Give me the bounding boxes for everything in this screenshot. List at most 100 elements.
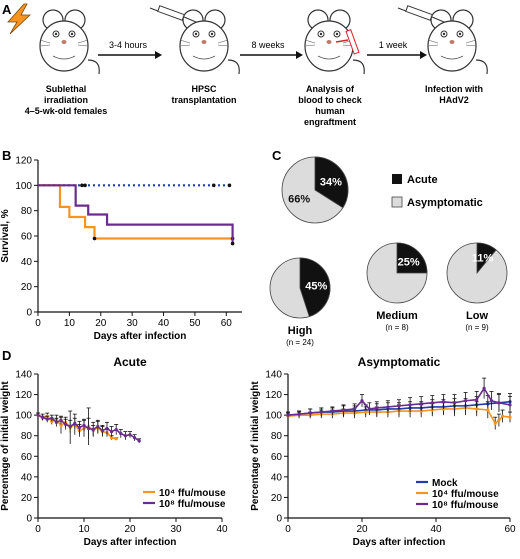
y-tick-label: 80 [21,206,33,217]
syringe-icon [149,5,197,23]
data-point [430,401,434,405]
panel-a: A [2,2,488,127]
pie-n-label: (n = 9) [465,323,489,332]
data-point [501,414,505,418]
data-point [36,413,40,417]
pie-2: 25% Medium(n = 8) [366,242,428,332]
data-point [64,422,68,426]
data-point [375,406,379,410]
data-point [452,401,457,405]
y-axis-label: Percentage of initial weight [0,381,11,511]
data-point [508,403,512,407]
censor-mark [211,183,216,188]
y-tick-label: 120 [265,390,282,401]
arrow-3: 1 week [367,40,427,59]
arrow-label-3: 1 week [379,40,408,50]
pie-label-acute: 11% [472,252,494,264]
data-point [441,400,445,404]
panel-label-b: B [2,148,11,163]
x-tick-label: 50 [189,318,201,329]
data-point [482,386,486,390]
censor-mark [230,241,235,246]
arrow-2: 8 weeks [240,40,303,59]
step-1-line-2: irradiation [44,95,88,105]
survival-line-2 [38,184,234,244]
y-tick-label: 80 [21,431,33,442]
data-point [353,407,357,411]
data-point [105,426,109,431]
data-point [330,409,334,413]
data-point [493,421,497,425]
x-tick-label: 10 [78,524,90,535]
step-3-line-4: engraftment [304,117,356,127]
x-tick-label: 60 [221,318,233,329]
pie-n-label: (n = 8) [385,323,409,332]
y-tick-label: 100 [15,181,32,192]
arrow-1: 3-4 hours [98,40,162,59]
data-point [128,433,132,437]
series-1 [36,412,142,443]
step-1-line-1: Sublethal [46,84,87,94]
step-2-line-1: HPSC [191,84,217,94]
censor-mark [227,183,232,188]
panel-label-c: C [272,148,282,163]
data-point [137,439,141,443]
step-caption-4: Infection with HAdV2 [425,84,483,105]
legend-label: 10⁴ ffu/mouse [432,489,499,500]
pie-label-acute: 25% [398,256,420,268]
y-tick-label: 60 [21,232,33,243]
data-point [110,436,114,440]
weight-chart-asymptomatic: 0 20 40 60 0 20 40 60 80 100 120 140 Days after infe… [250,355,516,548]
x-tick-label: 20 [356,524,368,535]
y-tick-label: 140 [15,370,32,381]
step-3-line-2: blood to check [298,95,363,105]
panel-b: B 0 10 20 30 40 50 60 0 20 40 60 80 100 120 Days after… [0,148,242,342]
x-tick-label: 30 [170,524,182,535]
data-point [408,403,412,407]
pie-3: 11% Low(n = 9) [446,242,508,332]
pie-slice-acute [314,156,349,209]
data-point [397,404,401,408]
data-point [114,427,118,432]
step-caption-3: Analysis of blood to check human engraft… [298,84,363,127]
data-point [100,428,104,433]
step-caption-1: Sublethal irradiation 4–5-wk-old females [25,84,108,116]
survival-line-1 [38,184,233,240]
x-tick-label: 20 [124,524,136,535]
data-point [486,408,490,412]
arrow-label-2: 8 weeks [251,40,285,50]
x-axis-label: Days after infection [353,537,446,548]
legend-label: 10⁸ ffu/mouse [432,500,499,511]
pie-title: Low [466,310,488,322]
legend-label: 10⁴ ffu/mouse [159,488,226,499]
data-point [319,410,323,414]
x-axis-label: Days after infection [84,537,177,548]
data-point [114,437,118,441]
y-tick-label: 20 [21,282,33,293]
y-axis-label: Survival, % [0,209,11,262]
x-axis-label: Days after infection [94,331,187,342]
x-tick-label: 40 [216,524,228,535]
y-axis-label: Percentage of initial weight [250,381,261,511]
y-tick-label: 60 [271,452,283,463]
pie-label-asymptomatic: 66% [288,194,310,206]
data-point [133,436,137,440]
y-tick-label: 120 [15,156,32,167]
pie-charts: 34% 66% 45% High(n = 24) 25% Medium(n = 8) 11%… [269,156,508,347]
data-point [50,416,54,420]
data-point [96,424,100,429]
data-point [464,399,468,403]
chart-title: Asymptomatic [358,355,441,369]
y-tick-label: 80 [271,431,283,442]
data-point [123,434,127,438]
data-point [45,417,49,421]
y-tick-label: 100 [265,411,282,422]
data-point [119,432,123,436]
data-point [59,423,63,428]
pie-title: High [288,325,313,337]
panel-d: D 0 10 20 30 40 0 20 40 60 80 100 120 140 Days after … [0,348,516,548]
data-point [73,421,77,425]
data-point [475,398,479,402]
y-tick-label: 120 [15,390,32,401]
step-3-line-3: human [315,106,345,116]
